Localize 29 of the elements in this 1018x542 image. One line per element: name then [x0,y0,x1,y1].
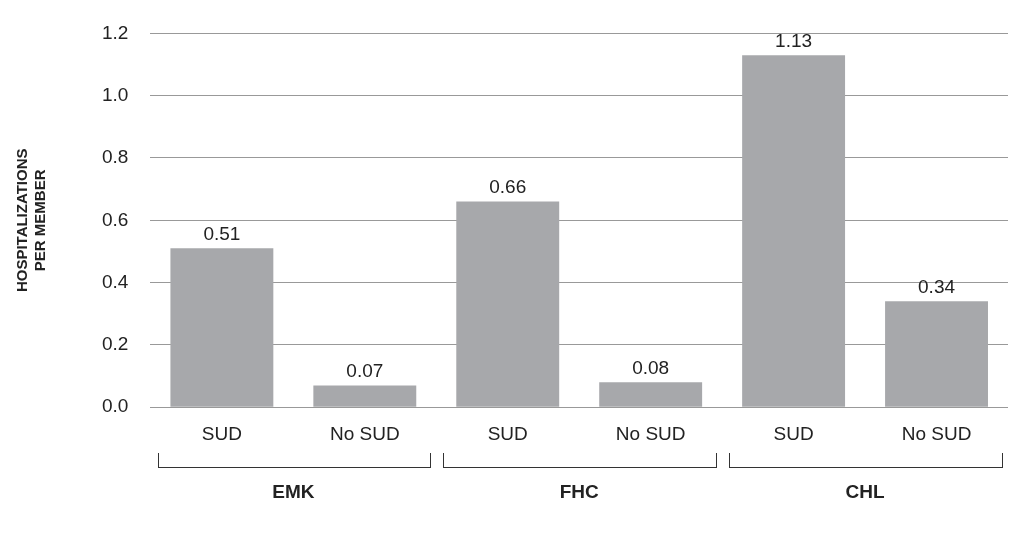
x-tick-label: No SUD [901,422,972,444]
x-tick-label: SUD [487,422,528,444]
x-tick-label: SUD [201,422,242,444]
text: FHC [559,481,599,504]
y-tick-label: 0.8 [101,146,129,168]
y-axis-title: HOSPITALIZATIONS PER MEMBER [13,148,49,293]
bar [742,55,846,407]
data-label: 0.66 [489,176,527,198]
bar [885,301,988,407]
y-tick-label: 1.0 [101,83,129,105]
data-label: 0.51 [203,223,241,245]
text: CHL [845,481,885,504]
x-tick-label: SUD [773,422,814,444]
bar [313,385,417,407]
y-tick-label: 0.2 [101,333,129,355]
x-tick-label: No SUD [615,422,686,444]
data-label: 1.13 [775,29,813,51]
y-tick-label: 0.6 [101,208,129,230]
data-label: 0.07 [346,360,384,382]
x-tick-label: No SUD [329,422,400,444]
bar [170,248,274,407]
data-label: 0.08 [632,357,670,379]
data-label: 0.34 [918,276,956,298]
y-tick-label: 1.2 [101,21,129,43]
bar [599,382,703,407]
y-tick-label: 0.4 [101,270,129,292]
bar [456,201,560,407]
y-tick-label: 0.0 [101,395,129,417]
text: EMK [272,481,315,504]
